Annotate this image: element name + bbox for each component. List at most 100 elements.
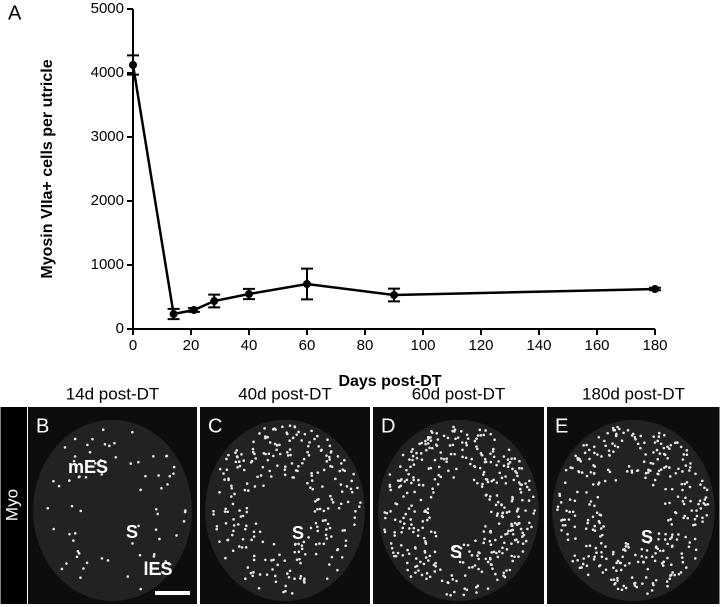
cell <box>436 438 440 441</box>
cell <box>679 571 683 574</box>
cell <box>576 456 579 460</box>
cell <box>462 543 466 547</box>
cell <box>271 568 274 571</box>
cell <box>407 472 410 476</box>
cell <box>668 501 671 505</box>
cell <box>463 587 467 590</box>
cell <box>336 568 339 572</box>
cell <box>476 554 479 557</box>
cell <box>247 489 250 492</box>
cell <box>489 432 493 436</box>
cell <box>653 478 657 482</box>
cell <box>70 504 74 508</box>
cell <box>232 529 235 533</box>
cell <box>591 528 595 532</box>
cell <box>492 447 495 451</box>
cell <box>356 486 359 490</box>
cell <box>439 451 442 454</box>
cell <box>491 450 495 453</box>
cell <box>262 484 265 487</box>
cell <box>79 576 82 579</box>
cell <box>675 538 679 541</box>
cell <box>560 529 563 532</box>
panel-letter: B <box>36 415 49 437</box>
cell <box>234 460 238 464</box>
cell <box>433 458 437 462</box>
cell <box>659 442 663 446</box>
cell <box>76 550 80 553</box>
cell <box>701 516 704 520</box>
cell <box>409 465 412 469</box>
cell <box>595 551 598 554</box>
cell <box>421 526 424 530</box>
cell <box>240 546 244 549</box>
cell <box>156 512 160 516</box>
cell <box>662 452 666 456</box>
cell <box>532 512 535 515</box>
cell <box>166 483 169 486</box>
data-line <box>131 64 656 316</box>
cell <box>289 453 292 457</box>
cell <box>667 447 671 450</box>
cell <box>465 433 469 437</box>
cell <box>410 504 413 507</box>
cell <box>137 524 140 528</box>
cell <box>300 547 304 551</box>
cell <box>704 496 708 499</box>
cell <box>273 442 277 446</box>
x-axis-title: Days post-DT <box>338 373 441 390</box>
cell <box>249 460 253 464</box>
cell <box>521 550 525 553</box>
cell <box>498 550 501 553</box>
cell <box>298 557 301 561</box>
cell <box>353 516 357 519</box>
cell <box>651 483 655 487</box>
cell <box>231 549 235 553</box>
cell <box>515 471 519 475</box>
cell <box>307 536 310 539</box>
cell <box>340 556 344 559</box>
data-point <box>210 297 219 306</box>
cell <box>644 576 648 579</box>
cell <box>606 468 610 472</box>
cell <box>684 535 687 539</box>
cell <box>316 434 319 438</box>
x-tick-label: 120 <box>468 337 493 354</box>
cell <box>307 454 311 457</box>
cell <box>268 441 272 444</box>
cell <box>272 558 275 562</box>
cell <box>251 450 255 454</box>
cell <box>472 464 476 468</box>
cell <box>585 474 589 478</box>
cell <box>616 587 620 591</box>
cell <box>573 499 577 503</box>
cell <box>465 588 469 592</box>
cell <box>611 552 615 556</box>
cell <box>526 527 529 531</box>
utricle <box>33 419 192 602</box>
cell <box>412 526 416 530</box>
cell <box>453 545 456 549</box>
cell <box>339 502 343 506</box>
cell <box>680 556 684 559</box>
cell <box>237 460 241 464</box>
cell <box>52 479 55 483</box>
cell <box>616 425 619 429</box>
cell <box>241 514 245 518</box>
cell <box>592 558 596 561</box>
cell <box>251 447 255 451</box>
cell <box>314 552 318 556</box>
cell <box>528 488 531 492</box>
cell <box>486 587 490 590</box>
cell <box>303 432 307 436</box>
cell <box>510 554 514 558</box>
cell <box>578 566 582 570</box>
cell <box>495 463 498 467</box>
y-tick-label: 2000 <box>91 192 124 209</box>
cell <box>343 529 346 532</box>
cell <box>328 458 332 461</box>
cell <box>388 485 392 488</box>
cell <box>425 448 428 452</box>
cell <box>585 564 589 568</box>
cell <box>656 439 659 443</box>
